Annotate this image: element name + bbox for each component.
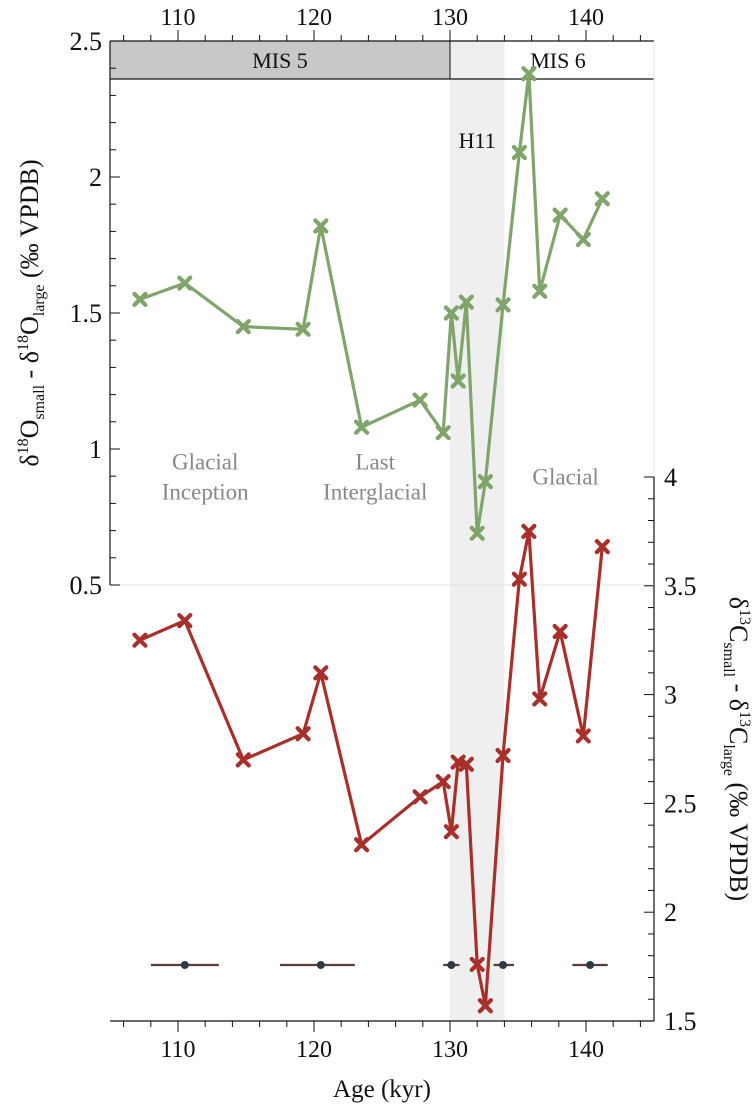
dating-point: [586, 961, 595, 969]
oxygen-marker: [132, 291, 148, 307]
top-tick-label: 110: [160, 5, 195, 31]
carbon-marker: [458, 756, 474, 772]
x-tick-label: 140: [568, 1037, 604, 1063]
carbon-marker: [552, 623, 568, 640]
right-y-axis-title: δ13Csmall - δ13Clarge (‰ VPDB): [720, 597, 753, 901]
right-y-tick-label: 2.5: [664, 789, 697, 818]
mis5-label: MIS 5: [252, 48, 308, 73]
axis-ticks: [110, 30, 654, 1032]
oxygen-marker: [552, 207, 568, 223]
x-tick-label: 130: [432, 1037, 468, 1063]
oxygen-marker: [458, 294, 474, 310]
mis6-label: MIS 6: [530, 48, 586, 73]
carbon-marker: [132, 632, 148, 648]
x-tick-label: 120: [296, 1037, 332, 1063]
period-annotation: Interglacial: [323, 479, 427, 504]
left-y-tick-label: 1.5: [70, 299, 103, 328]
x-tick-label: 110: [160, 1037, 195, 1063]
oxygen-marker: [450, 373, 466, 389]
carbon-marker: [495, 747, 511, 764]
left-y-tick-label: 1: [89, 435, 102, 464]
period-annotations: Glacial Inception Last Interglacial Glacial: [162, 449, 599, 504]
mis5-bar: [110, 41, 450, 79]
oxygen-marker: [295, 321, 311, 337]
dating-point: [316, 961, 325, 969]
carbon-marker: [177, 613, 193, 629]
carbon-marker: [477, 998, 493, 1014]
left-y-tick-label: 2.5: [70, 27, 103, 56]
carbon-series-line: [139, 529, 604, 1008]
period-annotation: Glacial: [532, 464, 598, 489]
h11-label: H11: [459, 128, 496, 153]
oxygen-marker: [412, 392, 428, 408]
carbon-marker: [435, 774, 451, 790]
oxygen-marker: [435, 425, 451, 441]
dating-point: [499, 961, 508, 969]
right-y-tick-label: 2: [664, 898, 677, 927]
oxygen-marker: [532, 283, 548, 299]
period-annotation: Glacial: [172, 449, 238, 474]
left-y-tick-label: 0.5: [70, 571, 103, 600]
carbon-marker: [594, 539, 610, 555]
carbon-marker: [575, 728, 591, 744]
oxygen-marker: [235, 319, 251, 335]
oxygen-marker: [313, 218, 329, 234]
period-annotation: Inception: [162, 479, 249, 504]
data-series: [132, 66, 610, 1014]
carbon-marker: [469, 956, 485, 973]
dating-error-bars: [150, 961, 608, 969]
right-y-tick-label: 3: [664, 681, 677, 710]
oxygen-marker: [495, 297, 511, 313]
right-y-tick-label: 4: [664, 463, 677, 492]
dating-point: [447, 961, 456, 969]
axis-tick-labels: 110 120 130 140 110 120 130 140 0.5 1 1.5 2 2.5 1.5 2 2…: [70, 5, 697, 1063]
left-y-tick-label: 2: [89, 163, 102, 192]
carbon-marker: [511, 571, 527, 587]
oxygen-marker: [469, 525, 485, 541]
top-tick-label: 120: [296, 5, 332, 31]
left-y-axis-title: δ18Osmall - δ18Olarge (‰ VPDB): [15, 159, 48, 466]
oxygen-marker: [477, 474, 493, 490]
oxygen-marker: [354, 419, 370, 435]
carbon-marker: [295, 726, 311, 742]
carbon-marker: [412, 789, 428, 805]
oxygen-series-line: [139, 72, 604, 535]
oxygen-marker: [443, 305, 459, 321]
carbon-marker: [235, 752, 251, 768]
carbon-marker: [521, 523, 537, 539]
oxygen-marker: [575, 231, 591, 248]
carbon-marker: [354, 837, 370, 853]
carbon-marker: [443, 824, 459, 840]
top-tick-label: 130: [432, 5, 468, 31]
x-axis-title: Age (kyr): [333, 1076, 431, 1103]
carbon-marker: [313, 665, 329, 681]
oxygen-marker: [511, 144, 527, 161]
carbon-marker: [532, 691, 548, 707]
top-tick-label: 140: [568, 5, 604, 31]
oxygen-marker: [177, 275, 193, 291]
oxygen-marker: [521, 66, 537, 82]
right-y-tick-label: 1.5: [664, 1007, 697, 1036]
dating-point: [180, 961, 189, 969]
oxygen-marker: [594, 191, 610, 207]
right-y-tick-label: 3.5: [664, 572, 697, 601]
period-annotation: Last: [355, 449, 395, 474]
